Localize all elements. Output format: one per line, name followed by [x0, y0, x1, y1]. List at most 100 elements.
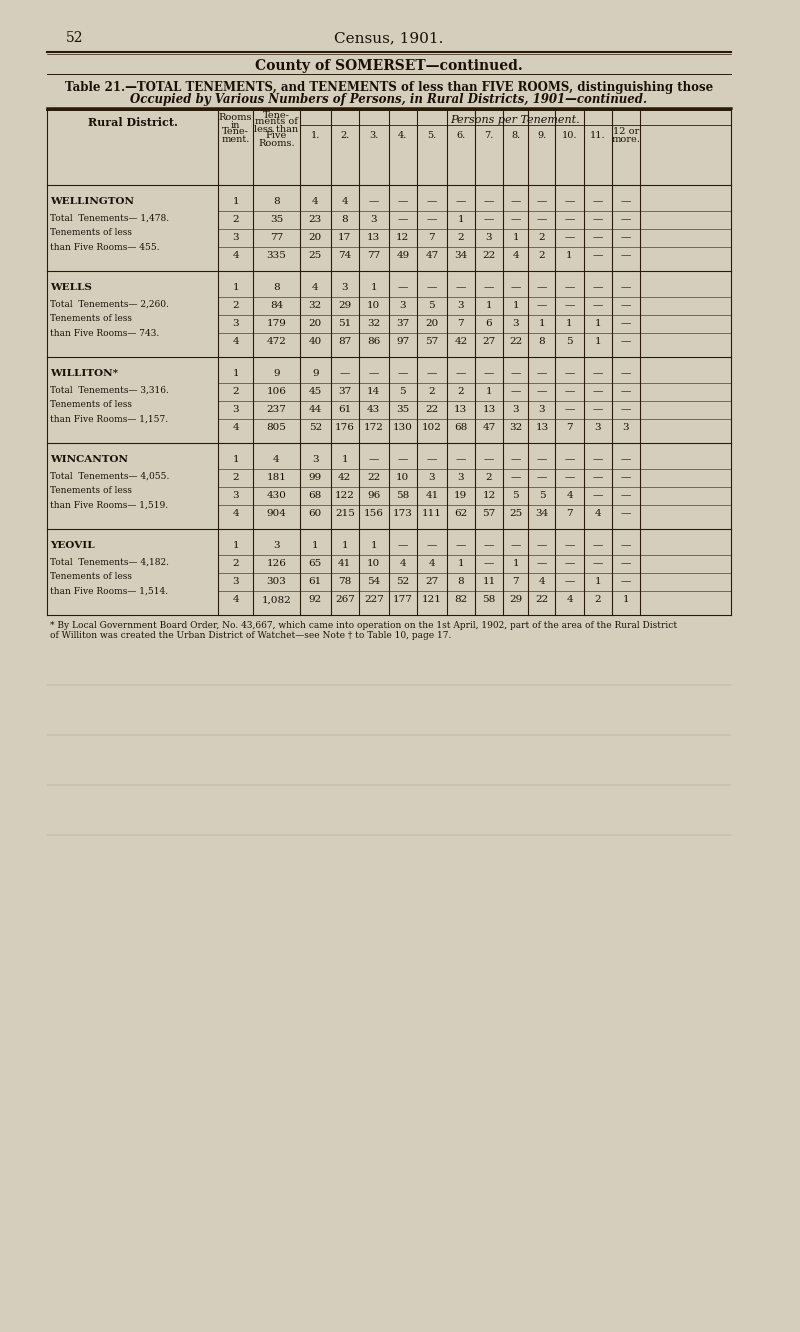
Text: 8.: 8.: [511, 132, 520, 140]
Text: —: —: [593, 216, 603, 225]
Text: 1: 1: [312, 542, 318, 550]
Text: Tenements of less: Tenements of less: [50, 400, 132, 409]
Text: 2: 2: [486, 473, 492, 482]
Text: 3: 3: [399, 301, 406, 310]
Text: 904: 904: [266, 510, 286, 518]
Text: Occupied by Various Numbers of Persons, in Rural Districts, 1901—continued.: Occupied by Various Numbers of Persons, …: [130, 92, 647, 105]
Text: —: —: [593, 542, 603, 550]
Text: 19: 19: [454, 492, 467, 501]
Text: —: —: [510, 216, 521, 225]
Text: 27: 27: [426, 578, 438, 586]
Text: —: —: [621, 301, 631, 310]
Text: 4: 4: [232, 252, 239, 261]
Text: 34: 34: [535, 510, 549, 518]
Text: —: —: [621, 405, 631, 414]
Text: 3: 3: [429, 473, 435, 482]
Text: 25: 25: [509, 510, 522, 518]
Text: 52: 52: [396, 578, 410, 586]
Text: of Williton was created the Urban District of Watchet—see Note † to Table 10, pa: of Williton was created the Urban Distri…: [50, 631, 451, 641]
Text: Tenements of less: Tenements of less: [50, 314, 132, 324]
Text: 14: 14: [367, 388, 381, 397]
Text: —: —: [398, 542, 408, 550]
Text: —: —: [510, 542, 521, 550]
Text: 7: 7: [429, 233, 435, 242]
Text: 13: 13: [454, 405, 467, 414]
Text: 5: 5: [429, 301, 435, 310]
Text: 4: 4: [232, 595, 239, 605]
Text: 335: 335: [266, 252, 286, 261]
Text: YEOVIL: YEOVIL: [50, 542, 94, 550]
Text: Total  Tenements— 4,055.: Total Tenements— 4,055.: [50, 472, 169, 481]
Text: 17: 17: [338, 233, 351, 242]
Text: Tenements of less: Tenements of less: [50, 486, 132, 496]
Text: 5: 5: [538, 492, 546, 501]
Text: 27: 27: [482, 337, 496, 346]
Text: WINCANTON: WINCANTON: [50, 456, 128, 465]
Text: 3: 3: [232, 578, 239, 586]
Text: —: —: [426, 542, 437, 550]
Text: 20: 20: [426, 320, 438, 329]
Text: —: —: [593, 197, 603, 206]
Text: 29: 29: [338, 301, 351, 310]
Text: 1: 1: [342, 542, 348, 550]
Text: 4: 4: [429, 559, 435, 569]
Text: 2: 2: [538, 252, 546, 261]
Text: 2: 2: [458, 233, 464, 242]
Text: Rooms.: Rooms.: [258, 139, 294, 148]
Text: 215: 215: [335, 510, 354, 518]
Text: 41: 41: [338, 559, 351, 569]
Text: —: —: [510, 284, 521, 293]
Text: WELLS: WELLS: [50, 284, 91, 293]
Text: 1: 1: [458, 216, 464, 225]
Text: —: —: [484, 369, 494, 378]
Text: —: —: [537, 216, 547, 225]
Text: 3: 3: [232, 405, 239, 414]
Text: 52: 52: [66, 31, 83, 45]
Text: 4: 4: [566, 492, 573, 501]
Text: 77: 77: [367, 252, 381, 261]
Text: 1: 1: [512, 301, 519, 310]
Text: —: —: [537, 456, 547, 465]
Text: —: —: [621, 578, 631, 586]
Text: 181: 181: [266, 473, 286, 482]
Text: —: —: [593, 559, 603, 569]
Text: 177: 177: [393, 595, 413, 605]
Text: —: —: [398, 216, 408, 225]
Text: 1: 1: [566, 320, 573, 329]
Text: —: —: [621, 559, 631, 569]
Text: 1: 1: [342, 456, 348, 465]
Text: 4: 4: [399, 559, 406, 569]
Text: Total  Tenements— 3,316.: Total Tenements— 3,316.: [50, 386, 169, 394]
Text: 35: 35: [396, 405, 410, 414]
Text: 1: 1: [232, 369, 239, 378]
Text: 57: 57: [482, 510, 496, 518]
Text: 61: 61: [309, 578, 322, 586]
Text: 106: 106: [266, 388, 286, 397]
Text: —: —: [456, 369, 466, 378]
Text: Rural District.: Rural District.: [88, 116, 178, 128]
Text: 2: 2: [429, 388, 435, 397]
Text: 61: 61: [338, 405, 351, 414]
Text: 3: 3: [538, 405, 546, 414]
Text: 3: 3: [370, 216, 377, 225]
Text: 87: 87: [338, 337, 351, 346]
Text: 7: 7: [512, 578, 519, 586]
Text: 52: 52: [309, 424, 322, 433]
Text: 4: 4: [538, 578, 546, 586]
Text: —: —: [621, 542, 631, 550]
Text: 1: 1: [512, 559, 519, 569]
Text: —: —: [564, 301, 574, 310]
Text: —: —: [537, 473, 547, 482]
Text: 32: 32: [309, 301, 322, 310]
Text: 40: 40: [309, 337, 322, 346]
Text: 4.: 4.: [398, 132, 407, 140]
Text: 5: 5: [566, 337, 573, 346]
Text: —: —: [484, 197, 494, 206]
Text: 130: 130: [393, 424, 413, 433]
Text: 3: 3: [312, 456, 318, 465]
Text: Tenements of less: Tenements of less: [50, 228, 132, 237]
Text: 51: 51: [338, 320, 351, 329]
Text: 6.: 6.: [456, 132, 466, 140]
Text: 54: 54: [367, 578, 381, 586]
Text: —: —: [564, 405, 574, 414]
